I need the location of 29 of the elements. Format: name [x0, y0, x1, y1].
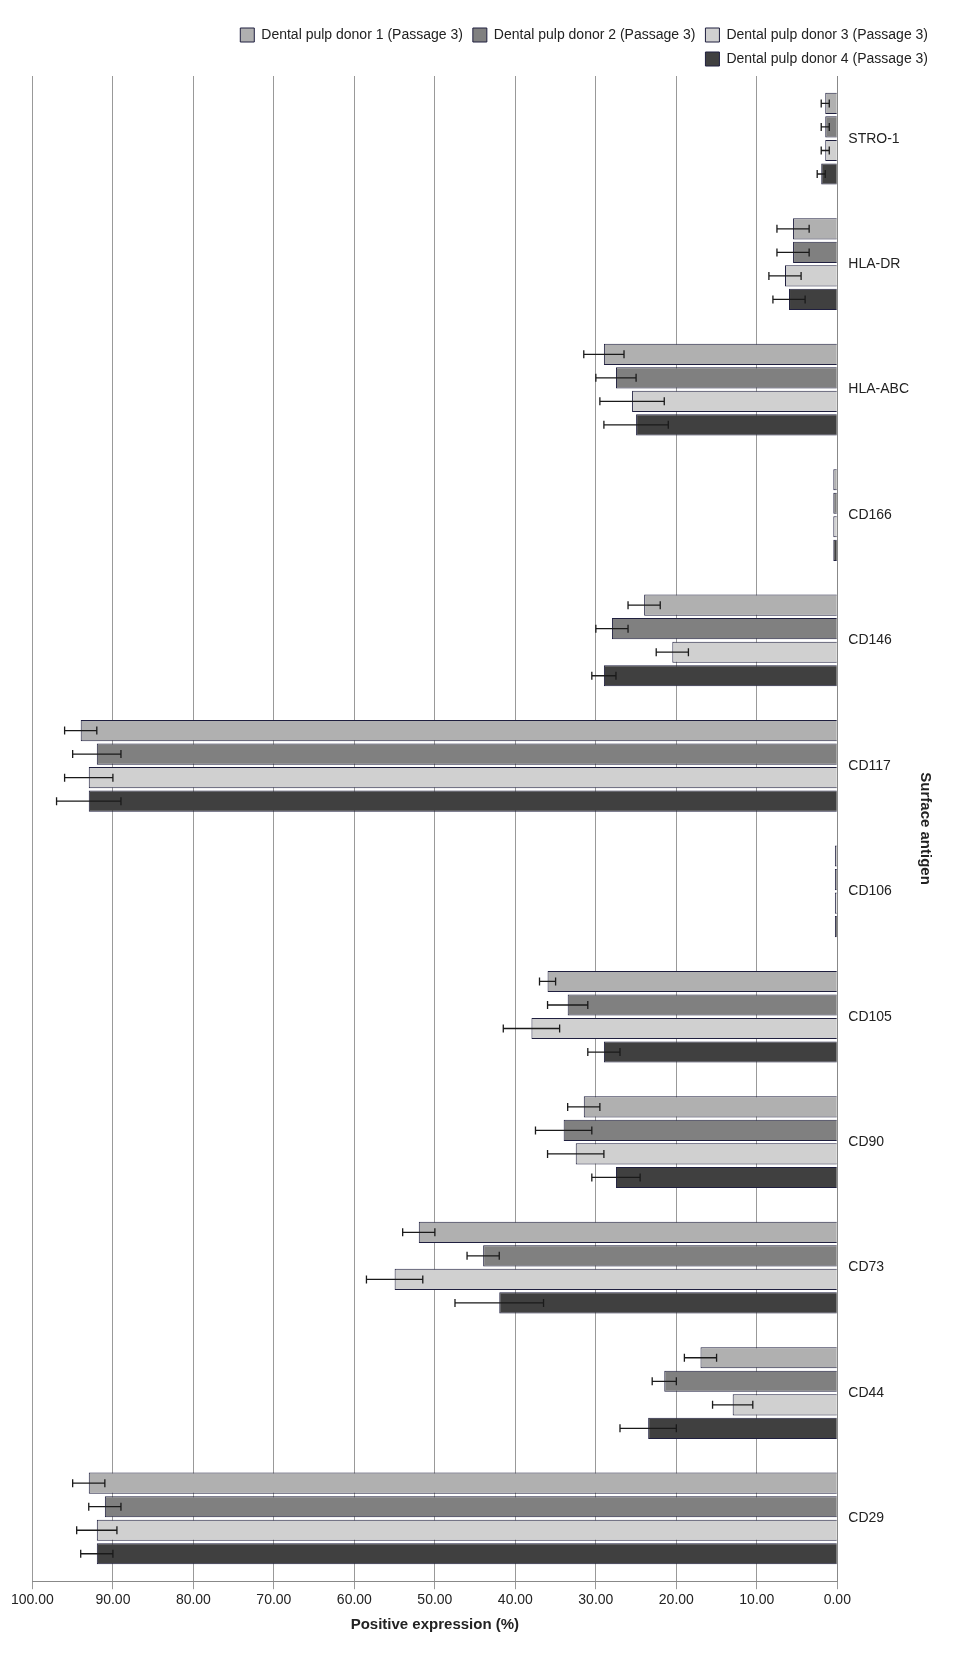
y-tick-label: CD106 — [848, 882, 893, 899]
y-tick-label: HLA-ABC — [848, 380, 909, 397]
x-tick-label: 80.00 — [175, 1591, 212, 1608]
x-tick-label: 50.00 — [417, 1591, 453, 1608]
y-tick-label: CD146 — [848, 631, 893, 648]
legend-label: Dental pulp donor 2 (Passage 3) — [493, 25, 696, 42]
y-tick-label: CD44 — [848, 1383, 885, 1400]
y-tick-label: CD90 — [848, 1133, 885, 1150]
x-tick-label: 20.00 — [658, 1591, 695, 1608]
legend-label: Dental pulp donor 4 (Passage 3) — [726, 49, 929, 66]
y-tick-label: HLA-DR — [848, 255, 901, 272]
legend-label: Dental pulp donor 1 (Passage 3) — [261, 25, 463, 42]
x-tick-label: 90.00 — [95, 1591, 131, 1608]
y-tick-label: CD73 — [848, 1258, 885, 1275]
x-tick-label: 100.00 — [11, 1591, 55, 1608]
x-tick-label: 10.00 — [739, 1591, 775, 1608]
y-tick-label: CD166 — [848, 505, 893, 522]
y-tick-label: STRO-1 — [848, 129, 900, 146]
x-axis-title: Positive expression (%) — [350, 1615, 520, 1633]
y-tick-label: CD117 — [848, 756, 892, 773]
x-tick-label: 70.00 — [256, 1591, 292, 1608]
x-tick-label: 30.00 — [578, 1591, 614, 1608]
y-tick-label: CD105 — [848, 1007, 893, 1024]
y-axis-title: Surface antigen — [917, 772, 935, 885]
y-tick-label: CD29 — [848, 1509, 885, 1526]
x-tick-label: 0.00 — [823, 1591, 852, 1608]
legend-label: Dental pulp donor 3 (Passage 3) — [726, 25, 929, 42]
x-tick-label: 40.00 — [497, 1591, 534, 1608]
x-tick-label: 60.00 — [336, 1591, 373, 1608]
